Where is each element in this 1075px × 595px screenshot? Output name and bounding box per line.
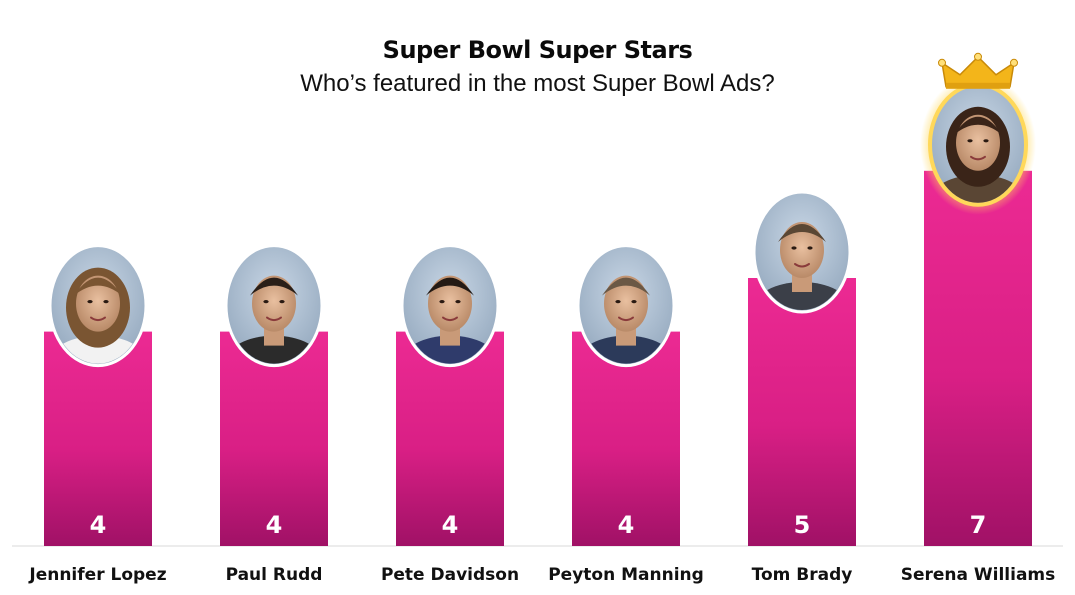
bar-group-tom-brady: 5 Tom Brady — [748, 190, 856, 585]
category-label-paul-rudd: Paul Rudd — [226, 565, 323, 585]
bar-group-serena-williams: 7 Serena Williams — [901, 52, 1056, 585]
category-label-peyton-manning: Peyton Manning — [548, 565, 704, 585]
category-label-pete-davidson: Pete Davidson — [381, 565, 519, 585]
value-label-serena-williams: 7 — [970, 511, 987, 539]
pete-davidson-portrait-icon — [400, 244, 500, 368]
bar-group-paul-rudd: 4 Paul Rudd — [220, 244, 328, 585]
peyton-manning-portrait-icon — [576, 244, 676, 368]
bar-peyton-manning — [572, 331, 680, 546]
chart-subtitle: Who’s featured in the most Super Bowl Ad… — [300, 70, 775, 97]
tom-brady-portrait-icon — [752, 190, 852, 314]
value-label-paul-rudd: 4 — [266, 511, 283, 539]
jennifer-lopez-portrait-icon — [48, 244, 148, 368]
crown-icon — [938, 52, 1018, 89]
value-label-tom-brady: 5 — [794, 511, 811, 539]
category-label-jennifer-lopez: Jennifer Lopez — [28, 565, 166, 585]
bar-group-jennifer-lopez: 4 Jennifer Lopez — [28, 244, 167, 585]
serena-williams-portrait-icon — [920, 74, 1036, 215]
bar-jennifer-lopez — [44, 331, 152, 546]
paul-rudd-portrait-icon — [224, 244, 324, 368]
value-label-peyton-manning: 4 — [618, 511, 635, 539]
category-label-serena-williams: Serena Williams — [901, 565, 1056, 585]
value-label-pete-davidson: 4 — [442, 511, 459, 539]
bar-paul-rudd — [220, 331, 328, 546]
bar-serena-williams — [924, 170, 1032, 547]
value-label-jennifer-lopez: 4 — [90, 511, 107, 539]
chart-title: Super Bowl Super Stars — [382, 36, 693, 64]
category-label-tom-brady: Tom Brady — [752, 565, 853, 585]
bar-group-pete-davidson: 4 Pete Davidson — [381, 244, 519, 585]
bar-pete-davidson — [396, 331, 504, 546]
bar-group-peyton-manning: 4 Peyton Manning — [548, 244, 704, 585]
bar-tom-brady — [748, 278, 856, 546]
